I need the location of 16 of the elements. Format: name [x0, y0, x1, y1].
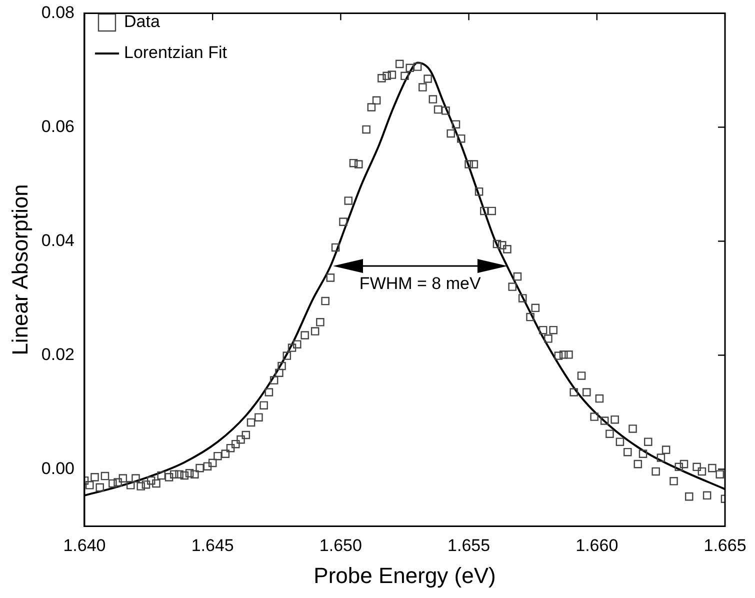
y-tick-label: 0.00 — [41, 458, 74, 478]
x-tick-label: 1.640 — [63, 536, 106, 556]
x-axis-title: Probe Energy (eV) — [314, 562, 496, 588]
x-tick-label: 1.645 — [191, 536, 234, 556]
y-tick-label: 0.08 — [41, 2, 74, 22]
legend-label: Data — [124, 12, 160, 32]
y-tick-label: 0.06 — [41, 116, 74, 136]
x-tick-label: 1.660 — [576, 536, 618, 556]
x-tick-label: 1.650 — [319, 536, 362, 556]
y-tick-label: 0.02 — [41, 344, 74, 364]
y-axis-title: Linear Absorption — [7, 184, 32, 356]
annotation: FWHM = 8 meV — [359, 274, 482, 293]
x-tick-label: 1.655 — [448, 536, 490, 556]
x-tick-label: 1.665 — [704, 536, 746, 556]
legend-label: Lorentzian Fit — [124, 43, 228, 62]
y-tick-label: 0.04 — [41, 230, 74, 250]
